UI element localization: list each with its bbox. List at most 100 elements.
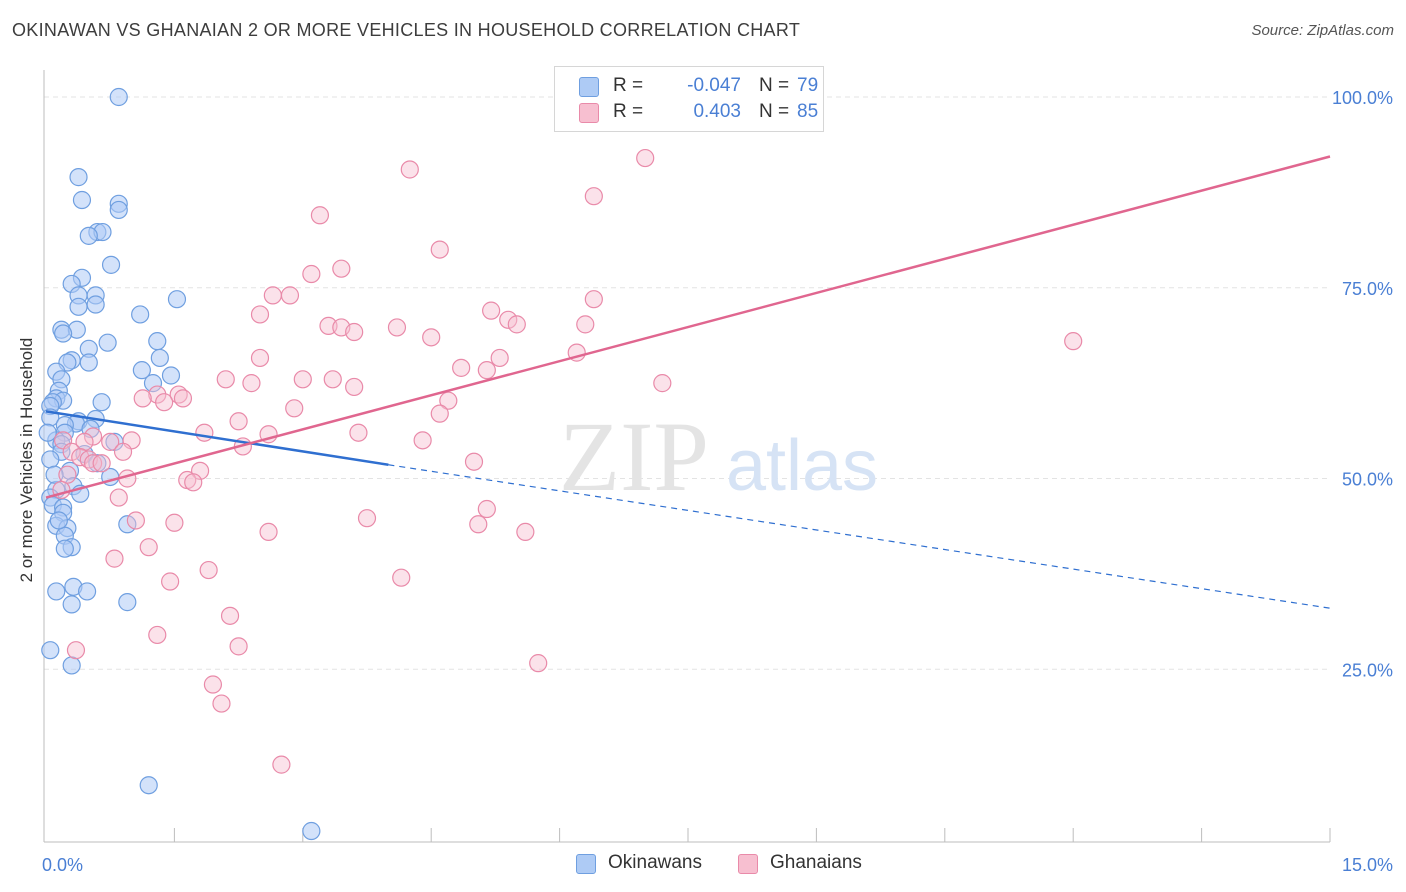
ghanaian-point <box>323 370 342 389</box>
watermark-atlas: atlas <box>726 426 878 506</box>
y-tick-label: 75.0% <box>1342 279 1393 299</box>
ghanaian-legend-swatch <box>738 854 758 874</box>
ghanaian-point <box>66 641 86 660</box>
okinawan-trend-extension <box>388 464 1331 609</box>
ghanaian-point <box>653 374 672 393</box>
ghanaian-point <box>216 370 235 389</box>
ghanaian-point <box>413 431 432 450</box>
ghanaian-point <box>490 348 509 368</box>
okinawan-point <box>49 511 68 530</box>
ghanaian-point <box>452 358 471 377</box>
okinawan-point <box>38 423 57 442</box>
y-tick-label: 25.0% <box>1342 660 1393 680</box>
okinawan-point <box>109 200 128 220</box>
ghanaian-point <box>62 442 81 461</box>
okinawan-point <box>150 348 169 368</box>
okinawan-point <box>62 656 81 675</box>
ghanaian-point <box>516 522 535 542</box>
okinawan-point <box>47 582 66 601</box>
legend-r-label: R = <box>613 75 644 96</box>
okinawan-point <box>118 515 137 534</box>
ghanaian-point <box>148 385 167 404</box>
okinawan-point <box>86 295 105 314</box>
ghanaian-point <box>242 374 261 393</box>
ghanaian-point <box>126 511 145 530</box>
correlation-legend: R = -0.047 N = 79 R = 0.403 N = 85 <box>554 66 824 132</box>
ghanaian-point <box>190 461 210 480</box>
legend-n-value: 79 <box>797 75 819 96</box>
legend-n-label: N = <box>759 75 790 96</box>
ghanaian-point <box>199 560 218 580</box>
ghanaian-point <box>349 423 368 442</box>
ghanaian-point <box>195 423 214 442</box>
ghanaian-point <box>422 328 441 347</box>
legend-n-label: N = <box>759 101 790 122</box>
gridlines <box>44 96 1330 670</box>
ghanaian-point <box>507 315 526 334</box>
ghanaian-point <box>345 322 364 342</box>
y-tick-labels: 100.0% 75.0% 50.0% 25.0% <box>1332 88 1393 680</box>
ghanaian-point <box>477 361 496 380</box>
okinawan-legend-swatch <box>576 854 596 874</box>
ghanaian-point <box>584 290 603 309</box>
ghanaian-point <box>148 625 167 645</box>
ghanaian-point <box>272 755 291 774</box>
ghanaian-point <box>280 286 300 305</box>
okinawan-points <box>38 87 321 841</box>
ghanaian-swatch <box>579 103 599 123</box>
ghanaian-point <box>387 318 407 337</box>
ghanaian-point <box>636 148 655 168</box>
legend-r-label: R = <box>613 101 644 122</box>
ghanaian-point <box>229 412 248 431</box>
okinawan-point <box>132 361 151 380</box>
x-tick-label: 0.0% <box>42 855 83 875</box>
ghanaian-point <box>113 442 133 461</box>
okinawan-point <box>98 333 117 352</box>
ghanaian-point <box>430 404 449 423</box>
okinawan-point <box>79 226 98 245</box>
okinawan-point <box>139 776 158 795</box>
ghanaian-trend-line <box>45 155 1331 499</box>
okinawan-point <box>161 366 181 385</box>
okinawan-point <box>131 305 150 324</box>
chart-title: OKINAWAN VS GHANAIAN 2 OR MORE VEHICLES … <box>12 20 801 40</box>
ghanaian-point <box>499 310 518 329</box>
ghanaian-point <box>529 654 548 673</box>
legend-n-value: 85 <box>797 101 819 122</box>
ghanaian-point <box>263 286 282 305</box>
okinawan-point <box>77 582 97 601</box>
ghanaian-point <box>576 315 595 334</box>
ghanaian-point <box>229 637 248 656</box>
ghanaian-point <box>83 427 103 446</box>
ghanaian-point <box>400 160 419 179</box>
ghanaian-point <box>310 206 330 225</box>
okinawan-point <box>109 87 128 107</box>
okinawan-trend-line <box>45 410 389 467</box>
okinawan-point <box>92 393 111 412</box>
ghanaian-point <box>1064 332 1083 351</box>
okinawan-point <box>69 168 88 187</box>
okinawan-point <box>302 821 321 841</box>
ghanaian-point <box>430 240 449 259</box>
ghanaian-point <box>302 264 321 284</box>
ghanaian-point <box>345 377 364 397</box>
ghanaian-point <box>133 389 152 408</box>
ghanaian-points <box>52 148 1083 774</box>
ghanaian-point <box>212 694 231 713</box>
okinawan-point <box>118 593 137 612</box>
legend-r-value: 0.403 <box>693 101 741 122</box>
ghanaian-point <box>139 538 158 557</box>
ghanaian-point <box>161 572 180 591</box>
okinawan-point <box>62 595 81 614</box>
okinawan-legend-label: Okinawans <box>608 852 702 873</box>
ghanaian-point <box>58 465 77 484</box>
watermark-zip: ZIP <box>559 401 709 512</box>
ghanaian-point <box>203 675 223 694</box>
ghanaian-point <box>285 399 304 418</box>
okinawan-point <box>54 324 73 343</box>
ghanaian-point <box>92 454 111 473</box>
ghanaian-point <box>464 452 484 471</box>
ghanaian-point <box>105 549 124 568</box>
okinawan-point <box>41 641 60 660</box>
ghanaian-point <box>101 432 120 451</box>
